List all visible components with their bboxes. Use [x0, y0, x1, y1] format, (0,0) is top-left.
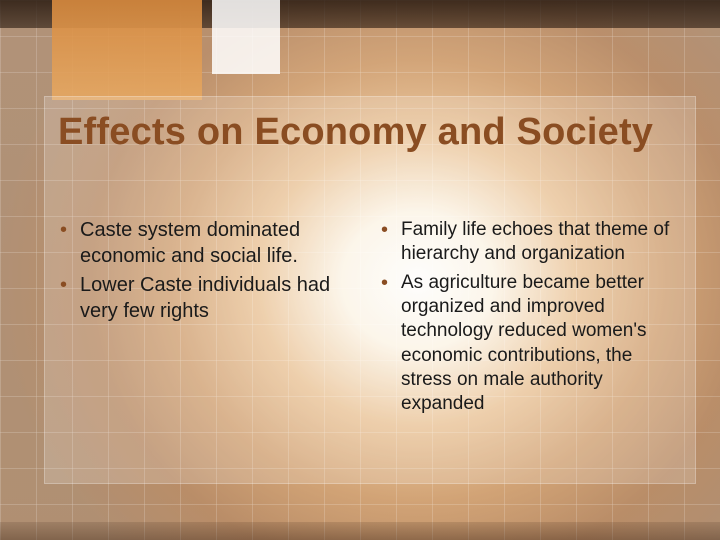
slide-title: Effects on Economy and Society	[58, 112, 680, 153]
left-bullet-list: Caste system dominated economic and soci…	[58, 218, 359, 324]
left-column: Caste system dominated economic and soci…	[58, 218, 359, 421]
list-item: Caste system dominated economic and soci…	[58, 218, 359, 269]
list-item: As agriculture became better organized a…	[379, 271, 680, 417]
list-item: Family life echoes that theme of hierarc…	[379, 218, 680, 267]
accent-block-white	[212, 0, 280, 74]
columns: Caste system dominated economic and soci…	[58, 218, 680, 421]
list-item: Lower Caste individuals had very few rig…	[58, 273, 359, 324]
right-column: Family life echoes that theme of hierarc…	[379, 218, 680, 421]
accent-block-orange	[52, 0, 202, 100]
right-bullet-list: Family life echoes that theme of hierarc…	[379, 218, 680, 417]
bottom-band	[0, 522, 720, 540]
